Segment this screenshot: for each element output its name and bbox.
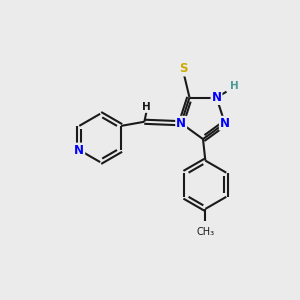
Text: N: N [176,117,186,130]
Text: N: N [212,91,221,104]
Text: N: N [220,117,230,130]
Text: H: H [230,81,239,92]
Text: CH₃: CH₃ [196,226,214,237]
Text: H: H [142,102,151,112]
Text: S: S [179,62,187,76]
Text: N: N [74,143,84,157]
